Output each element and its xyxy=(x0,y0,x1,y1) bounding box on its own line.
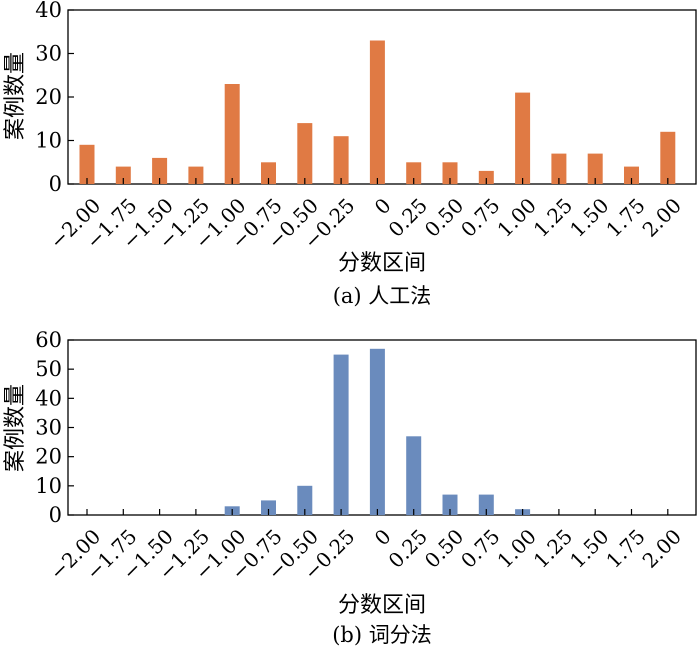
x-tick-label: 1.25 xyxy=(529,524,577,572)
x-tick-label: 0.25 xyxy=(384,524,432,572)
chart-a-ylabel: 案例数量 xyxy=(3,52,28,140)
y-tick-label: 10 xyxy=(35,129,62,153)
y-tick-label: 60 xyxy=(35,328,62,352)
bar-0.25 xyxy=(406,162,422,185)
bar-0 xyxy=(369,348,385,516)
bar-2.00 xyxy=(660,131,676,184)
y-tick-label: 30 xyxy=(35,42,62,66)
bar-0.75 xyxy=(478,494,494,515)
x-tick-label: 0.50 xyxy=(420,524,468,572)
y-tick-label: 0 xyxy=(49,172,62,196)
bar--1.25 xyxy=(188,166,204,184)
chart-b-x-axis: −2.00−1.75−1.50−1.25−1.00−0.75−0.50−0.25… xyxy=(45,509,686,585)
bar--0.25 xyxy=(333,136,349,184)
x-tick-label: 1.00 xyxy=(492,193,540,241)
chart-a-xlabel: 分数区间 xyxy=(338,251,426,276)
chart-a-bars xyxy=(79,40,676,185)
chart-b-xlabel: 分数区间 xyxy=(338,593,426,618)
x-tick-label: 2.00 xyxy=(638,193,686,241)
x-tick-label: 0.75 xyxy=(456,524,504,572)
bar--0.50 xyxy=(297,123,313,184)
chart-b-bars xyxy=(224,348,531,516)
bar-0 xyxy=(369,40,385,184)
x-tick-label: 1.00 xyxy=(492,524,540,572)
bar--0.25 xyxy=(333,354,349,515)
bar-1.75 xyxy=(624,166,639,184)
chart-a-x-axis: −2.00−1.75−1.50−1.25−1.00−0.75−0.50−0.25… xyxy=(45,178,686,254)
bar-0.50 xyxy=(442,162,458,185)
chart-a-caption: (a) 人工法 xyxy=(333,284,432,308)
chart-b-ylabel: 案例数量 xyxy=(3,384,28,472)
y-tick-label: 40 xyxy=(35,386,62,410)
x-tick-label: 0.25 xyxy=(384,193,432,241)
chart-b-caption: (b) 词分法 xyxy=(332,623,432,647)
y-tick-label: 10 xyxy=(35,474,62,498)
bar-1.00 xyxy=(515,92,531,184)
bar--2.00 xyxy=(79,144,95,184)
chart-a-y-axis: 0 10 20 30 40 xyxy=(35,0,74,196)
bar-0.50 xyxy=(442,494,458,515)
bar--0.50 xyxy=(297,485,313,515)
bar-0.75 xyxy=(478,170,494,184)
bar--0.75 xyxy=(261,500,276,515)
x-tick-label: 0.50 xyxy=(420,193,468,241)
y-tick-label: 50 xyxy=(35,357,62,381)
x-tick-label: 2.00 xyxy=(638,524,686,572)
bar--1.50 xyxy=(152,157,168,184)
bar--1.00 xyxy=(224,84,240,184)
x-tick-label: 0.75 xyxy=(456,193,504,241)
chart-b-y-axis: 0 10 20 30 40 50 60 xyxy=(35,328,74,527)
bar-0.25 xyxy=(406,436,422,516)
x-tick-label: 1.25 xyxy=(529,193,577,241)
y-tick-label: 20 xyxy=(35,445,62,469)
bar-1.25 xyxy=(551,153,567,184)
x-tick-label: 1.75 xyxy=(601,193,649,241)
y-tick-label: 0 xyxy=(49,503,62,527)
y-tick-label: 20 xyxy=(35,85,62,109)
x-tick-label: 1.75 xyxy=(601,524,649,572)
bar--0.75 xyxy=(261,162,276,185)
y-tick-label: 40 xyxy=(35,0,62,22)
x-tick-label: 1.50 xyxy=(565,524,613,572)
y-tick-label: 30 xyxy=(35,416,62,440)
chart-b: 案例数量 0 10 20 30 40 50 60 −2.00−1.75−1.50−1.25−… xyxy=(3,328,697,647)
bar--1.75 xyxy=(115,166,131,184)
x-tick-label: 1.50 xyxy=(565,193,613,241)
bar-1.50 xyxy=(587,153,603,184)
chart-a: 案例数量 0 10 20 30 40 −2.00−1.75−1.50−1.25−1.00… xyxy=(3,0,697,308)
